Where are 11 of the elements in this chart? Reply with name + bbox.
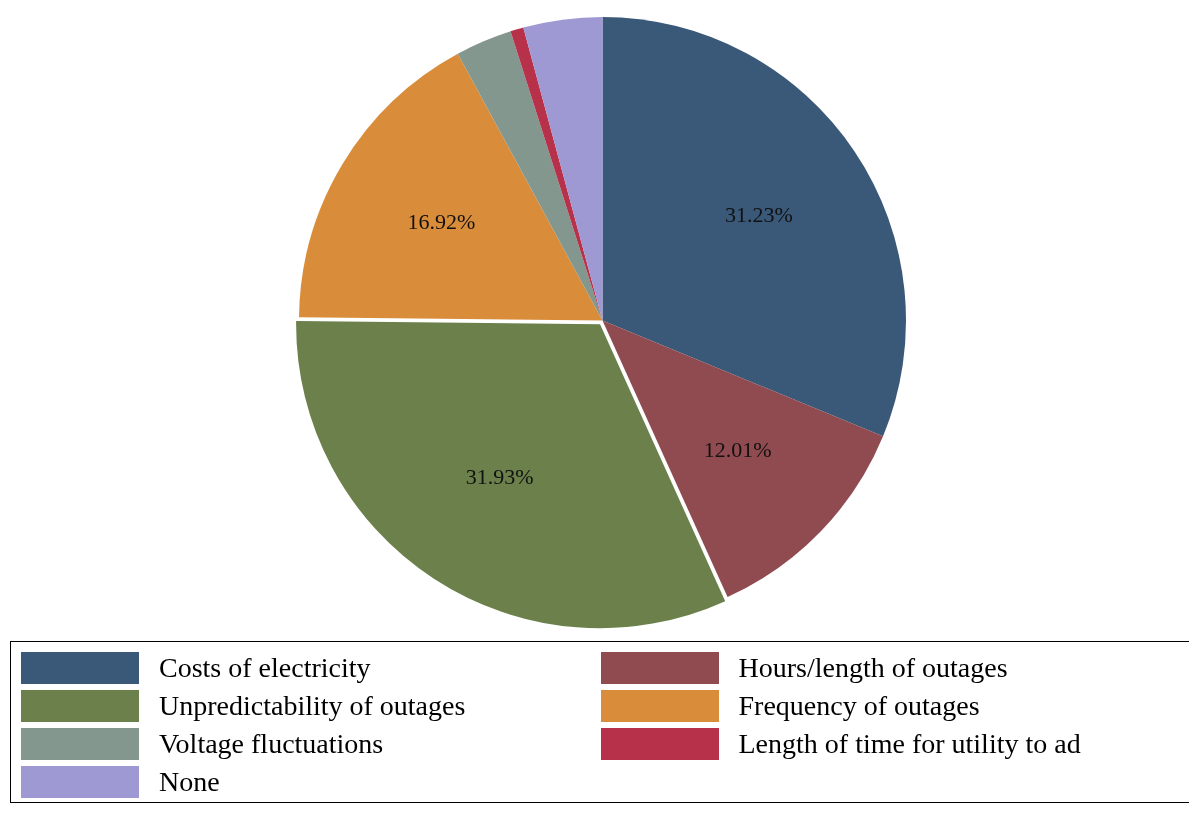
- legend-label: Length of time for utility to ad: [738, 728, 1081, 760]
- data-label: 16.92%: [407, 209, 476, 235]
- legend-label: Voltage fluctuations: [159, 728, 384, 760]
- data-label: 12.01%: [703, 437, 772, 463]
- data-label: 31.93%: [465, 463, 534, 489]
- legend-label: Hours/length of outages: [738, 652, 1008, 684]
- legend-label: Costs of electricity: [159, 652, 371, 684]
- legend-label: Unpredictability of outages: [159, 690, 466, 722]
- legend-label: None: [159, 766, 220, 798]
- legend-label: Frequency of outages: [738, 690, 980, 722]
- data-label: 31.23%: [724, 201, 793, 227]
